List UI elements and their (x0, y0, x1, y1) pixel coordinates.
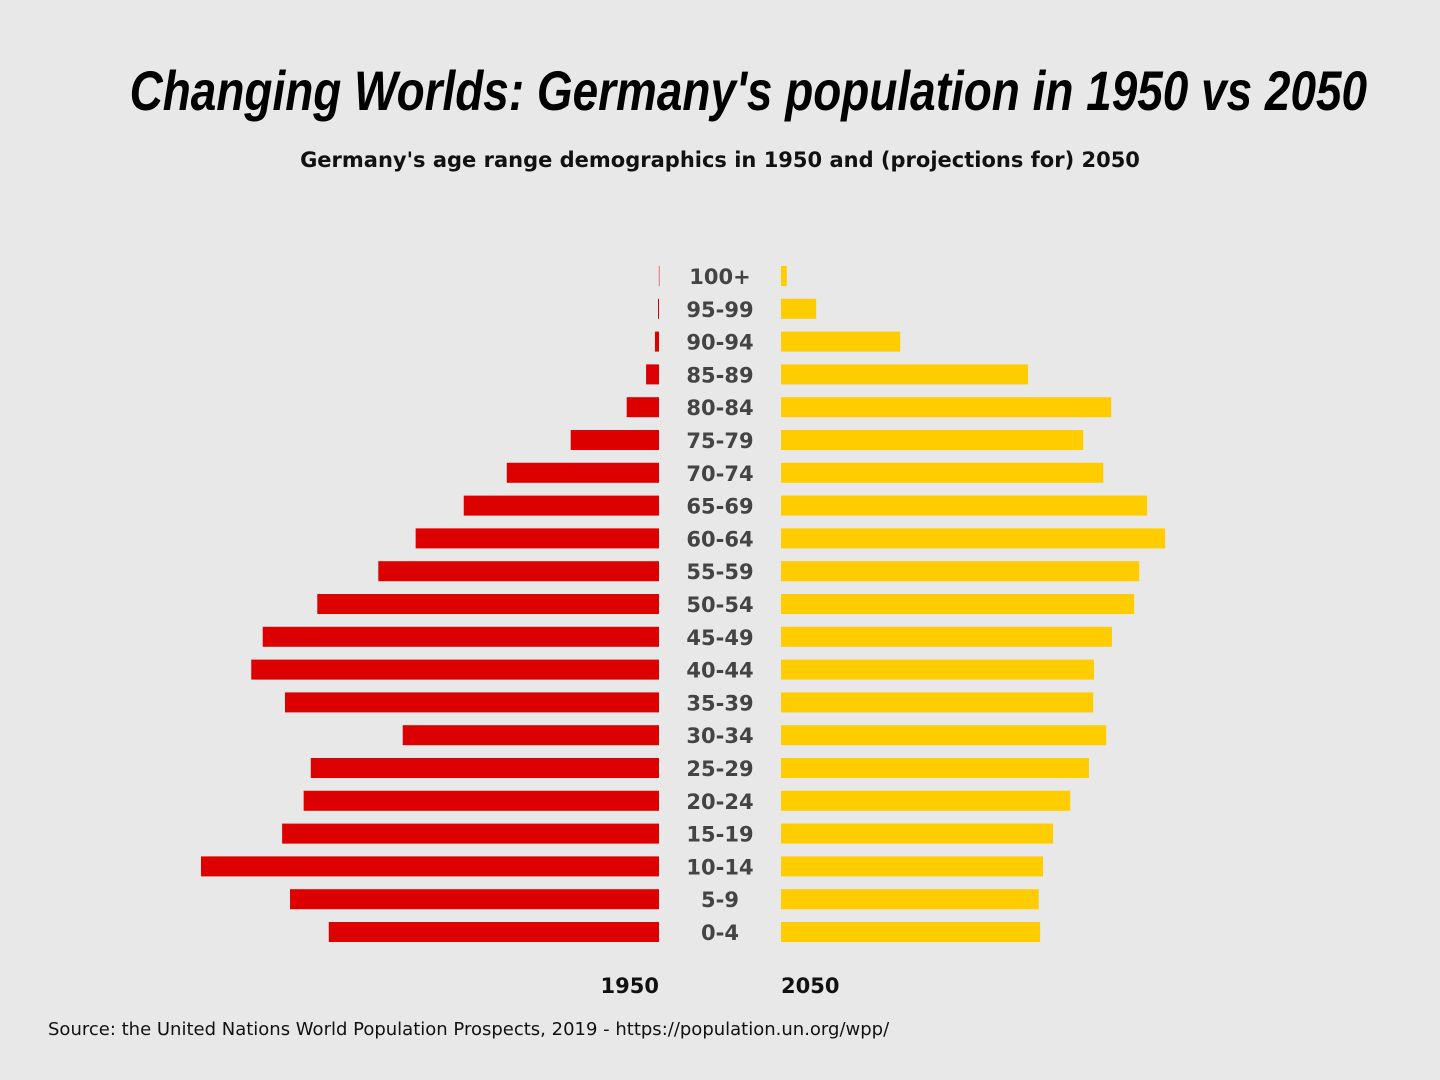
bar-2050-90-94 (781, 331, 901, 352)
age-group-label: 70-74 (686, 462, 753, 486)
bar-1950-100+ (658, 266, 660, 286)
bar-2050-95-99 (781, 298, 817, 319)
bar-1950-40-44 (251, 659, 659, 680)
bar-2050-45-49 (781, 626, 1112, 647)
age-group-label: 30-34 (686, 724, 753, 748)
bar-2050-70-74 (781, 462, 1104, 483)
bar-2050-85-89 (781, 364, 1028, 385)
bar-2050-5-9 (781, 889, 1039, 910)
bar-1950-85-89 (646, 364, 659, 385)
age-group-label: 45-49 (686, 626, 753, 650)
age-group-label: 0-4 (701, 921, 739, 945)
age-group-label: 15-19 (686, 823, 753, 847)
bar-2050-25-29 (781, 758, 1089, 778)
bar-2050-10-14 (781, 856, 1044, 877)
bar-2050-0-4 (781, 922, 1041, 942)
bar-1950-25-29 (310, 758, 659, 778)
bar-1950-80-84 (626, 397, 659, 418)
bar-2050-35-39 (781, 692, 1094, 713)
bar-1950-50-54 (317, 594, 659, 614)
bar-1950-70-74 (506, 462, 659, 483)
bar-1950-55-59 (378, 561, 659, 582)
bar-2050-15-19 (781, 823, 1054, 844)
bar-1950-35-39 (284, 692, 659, 713)
bar-1950-0-4 (328, 922, 659, 942)
bar-1950-15-19 (282, 823, 659, 844)
chart-title: Changing Worlds: Germany's population in… (129, 59, 1368, 122)
age-group-label: 35-39 (686, 691, 753, 715)
bar-2050-50-54 (781, 594, 1135, 614)
bar-2050-20-24 (781, 790, 1071, 811)
bar-2050-75-79 (781, 430, 1084, 450)
bar-2050-40-44 (781, 659, 1094, 680)
bar-1950-30-34 (402, 725, 659, 746)
age-group-label: 100+ (689, 265, 750, 289)
age-group-label: 40-44 (686, 659, 753, 683)
age-group-label: 10-14 (686, 855, 753, 879)
age-group-label: 95-99 (686, 298, 753, 322)
bar-1950-75-79 (570, 430, 659, 450)
bar-1950-95-99 (657, 298, 659, 319)
bar-2050-55-59 (781, 561, 1140, 582)
bar-2050-60-64 (781, 528, 1166, 549)
bar-1950-20-24 (303, 790, 659, 811)
age-group-label: 80-84 (686, 396, 753, 420)
age-group-label: 20-24 (686, 790, 753, 814)
age-group-label: 55-59 (686, 560, 753, 584)
bar-1950-60-64 (415, 528, 659, 549)
age-group-label: 85-89 (686, 363, 753, 387)
age-group-label: 90-94 (686, 331, 753, 355)
age-group-label: 5-9 (701, 888, 739, 912)
bar-2050-65-69 (781, 495, 1148, 516)
bar-1950-65-69 (463, 495, 659, 516)
bar-1950-45-49 (262, 626, 659, 647)
age-group-label: 60-64 (686, 527, 753, 551)
age-group-label: 50-54 (686, 593, 753, 617)
series-label-2050: 2050 (781, 974, 839, 998)
bar-2050-30-34 (781, 725, 1107, 746)
bar-2050-80-84 (781, 397, 1112, 418)
bar-2050-100+ (781, 266, 787, 286)
bar-1950-5-9 (290, 889, 659, 910)
series-label-1950: 1950 (601, 974, 659, 998)
age-group-label: 65-69 (686, 495, 753, 519)
bar-1950-90-94 (654, 331, 659, 352)
age-group-label: 75-79 (686, 429, 753, 453)
source-note: Source: the United Nations World Populat… (48, 1019, 890, 1040)
age-group-label: 25-29 (686, 757, 753, 781)
bar-1950-10-14 (201, 856, 659, 877)
chart-subtitle: Germany's age range demographics in 1950… (300, 148, 1140, 172)
